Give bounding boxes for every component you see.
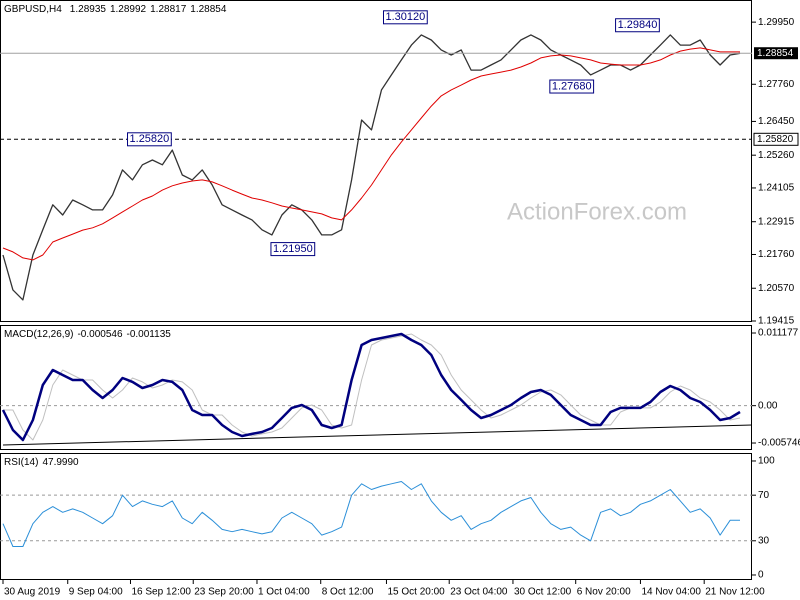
- y-tick-label: 100: [758, 456, 775, 467]
- y-tick-label: 1.19415: [758, 316, 795, 327]
- level-label: 1.25820: [757, 134, 794, 145]
- x-tick-label: 30 Aug 2019: [4, 587, 61, 598]
- title-text: MACD(12,26,9): [4, 329, 73, 340]
- ohlc-value: 1.28817: [150, 4, 187, 15]
- reading: -0.001135: [127, 329, 172, 340]
- panel-frame: [0, 0, 752, 322]
- panel-title: GBPUSD,H4 1.28935 1.28992 1.28817 1.28854: [4, 4, 227, 15]
- panel-title: MACD(12,26,9) -0.000546 -0.001135: [4, 329, 171, 340]
- ohlc-value: 1.28992: [110, 4, 147, 15]
- series-line: [1, 332, 741, 442]
- x-tick-label: 30 Oct 12:00: [514, 587, 572, 598]
- annotation-box: [615, 18, 660, 33]
- y-tick-label: 1.21760: [758, 249, 795, 260]
- annotation-label: 1.27680: [552, 80, 592, 92]
- last-price-box: [754, 47, 798, 60]
- title-text: RSI(14): [4, 457, 38, 468]
- y-tick-label: 70: [758, 490, 770, 501]
- panel-title: RSI(14) 47.9990: [4, 457, 79, 468]
- x-tick-label: 21 Nov 12:00: [705, 587, 765, 598]
- annotation-label: 1.29840: [618, 19, 658, 31]
- series-line: [3, 333, 741, 441]
- y-tick-label: 0: [758, 570, 764, 581]
- x-tick-label: 6 Nov 20:00: [577, 587, 631, 598]
- watermark: ActionForex.com: [507, 198, 687, 225]
- series-line: [2, 481, 740, 547]
- x-tick-label: 16 Sep 12:00: [131, 587, 191, 598]
- ohlc-value: 1.28854: [190, 4, 227, 15]
- y-tick-label: 1.20570: [758, 283, 795, 294]
- reading: 47.9990: [42, 457, 79, 468]
- x-tick-label: 9 Sep 04:00: [69, 587, 123, 598]
- level-box: [753, 132, 799, 146]
- y-tick-label: 1.26450: [758, 116, 795, 127]
- y-tick-label: 1.29950: [758, 17, 795, 28]
- annotation-box: [549, 79, 595, 94]
- panel-frame: [0, 325, 752, 450]
- y-tick-label: 1.22915: [758, 216, 795, 227]
- trend-line: [2, 424, 753, 446]
- x-tick-label: 14 Nov 04:00: [641, 587, 701, 598]
- panel-frame: [0, 453, 752, 580]
- annotation-label: 1.30120: [385, 11, 425, 23]
- x-tick-label: 1 Oct 04:00: [258, 587, 310, 598]
- title-text: GBPUSD,H4: [4, 4, 62, 15]
- y-tick-label: 1.27760: [758, 79, 795, 90]
- y-tick-label: 1.24105: [758, 183, 795, 194]
- y-tick-label: -0.005746: [758, 438, 800, 449]
- annotation-box: [270, 242, 316, 257]
- x-tick-label: 8 Oct 12:00: [322, 587, 374, 598]
- reading: -0.000546: [77, 329, 122, 340]
- y-tick-label: 0.00: [758, 400, 778, 411]
- y-tick-label: 30: [758, 535, 770, 546]
- annotation-label: 1.21950: [273, 243, 313, 255]
- annotation-label: 1.25820: [130, 133, 170, 145]
- y-tick-label: 0.011177: [758, 328, 799, 339]
- annotation-box: [127, 132, 172, 147]
- series-line: [2, 47, 740, 261]
- y-tick-label: 1.25260: [758, 150, 795, 161]
- x-tick-label: 15 Oct 20:00: [387, 587, 445, 598]
- annotation-box: [382, 10, 428, 25]
- ohlc-value: 1.28935: [70, 4, 107, 15]
- series-line: [2, 34, 741, 301]
- x-tick-label: 23 Oct 04:00: [450, 587, 508, 598]
- last-price-label: 1.28854: [757, 48, 794, 59]
- x-tick-label: 23 Sep 20:00: [194, 587, 254, 598]
